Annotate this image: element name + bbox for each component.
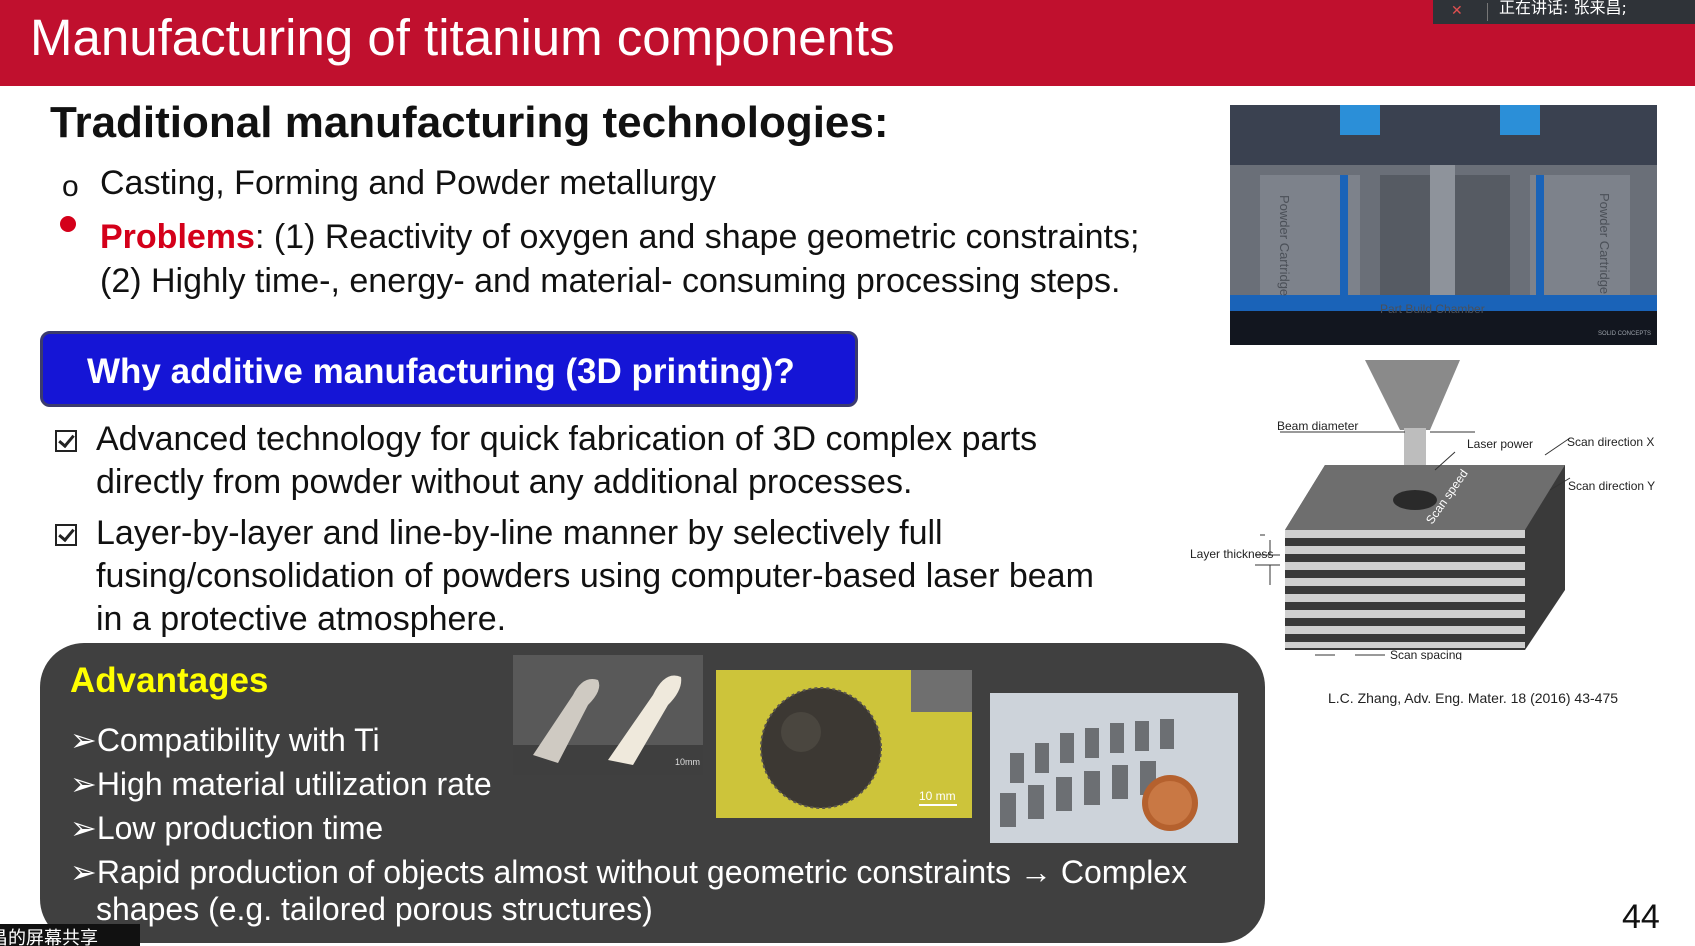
why-am-box: Why additive manufacturing (3D printing)… <box>40 331 858 407</box>
speaker-text: 正在讲话: 张来昌; <box>1499 0 1627 17</box>
bone-implant-photo: 10mm <box>513 655 703 775</box>
hollow-bullet-icon: o <box>62 170 79 203</box>
label-scan-direction-x: Scan direction X <box>1567 435 1654 449</box>
check-2-line-1: Layer-by-layer and line-by-line manner b… <box>96 514 943 552</box>
label-beam-diameter: Beam diameter <box>1277 419 1358 433</box>
why-am-label: Why additive manufacturing (3D printing)… <box>87 352 795 391</box>
printer-chamber-image: Powder Cartridge Powder Cartridge Part B… <box>1230 105 1657 345</box>
check-1-line-1: Advanced technology for quick fabricatio… <box>96 420 1038 458</box>
slide-title: Manufacturing of titanium components <box>30 9 895 66</box>
advantage-item: ➢High material utilization rate <box>70 766 492 802</box>
label-layer-thickness: Layer thickness <box>1190 547 1273 561</box>
printer-label-powder-left: Powder Cartridge <box>1277 195 1292 296</box>
check-2-line-3: in a protective atmosphere. <box>96 600 507 638</box>
advantages-heading: Advantages <box>70 661 269 700</box>
bone-scale-label: 10mm <box>675 757 700 767</box>
citation: L.C. Zhang, Adv. Eng. Mater. 18 (2016) 4… <box>1328 690 1619 706</box>
printer-label-powder-right: Powder Cartridge <box>1597 193 1612 294</box>
speaker-indicator: ✕ 正在讲话: 张来昌; <box>1433 0 1695 24</box>
printer-label-brand: SOLID CONCEPTS <box>1598 331 1651 337</box>
advantage-item: ➢Low production time <box>70 810 384 846</box>
check-1-line-2: directly from powder without any additio… <box>96 463 913 501</box>
screen-share-text: 昌的屏幕共享 <box>0 928 98 946</box>
problems-text-1: : (1) Reactivity of oxygen and shape geo… <box>254 218 1140 256</box>
label-scan-spacing: Scan spacing <box>1390 648 1462 660</box>
slide-title-bar: Manufacturing of titanium components <box>0 0 1695 86</box>
page-number: 44 <box>1622 898 1660 936</box>
muted-mic-icon: ✕ <box>1451 2 1463 18</box>
sphere-scale-label: 10 mm <box>919 789 956 803</box>
advantage-item: ➢Rapid production of objects almost with… <box>70 854 1188 890</box>
red-bullet-icon <box>60 216 76 232</box>
checkbox-icon <box>55 524 77 546</box>
traditional-heading: Traditional manufacturing technologies: <box>50 98 889 147</box>
printer-label-chamber: Part Build Chamber <box>1380 302 1485 316</box>
printer-illustration: Powder Cartridge Powder Cartridge Part B… <box>1230 105 1657 345</box>
lattice-parts-photo <box>990 693 1238 843</box>
problems-line-1: Problems: (1) Reactivity of oxygen and s… <box>100 218 1139 257</box>
label-scan-direction-y: Scan direction Y <box>1568 479 1655 493</box>
advantages-panel: Advantages ➢Compatibility with Ti ➢High … <box>40 643 1265 943</box>
porous-sphere-photo: 10 mm <box>716 670 972 818</box>
laser-nozzle <box>1365 360 1460 430</box>
advantage-item: ➢Compatibility with Ti <box>70 722 380 758</box>
checkbox-icon <box>55 430 77 452</box>
screen-share-indicator: 昌的屏幕共享 <box>0 924 140 946</box>
traditional-bullet-1: Casting, Forming and Powder metallurgy <box>100 164 717 202</box>
problems-label: Problems <box>100 218 255 256</box>
slm-process-diagram: Beam diameter Laser power Scan direction… <box>1190 360 1655 660</box>
problems-line-2: (2) Highly time-, energy- and material- … <box>100 262 1121 300</box>
label-laser-power: Laser power <box>1467 437 1533 451</box>
divider <box>1487 3 1488 21</box>
check-2-line-2: fusing/consolidation of powders using co… <box>96 557 1094 595</box>
layer-stripes <box>1285 530 1525 648</box>
advantage-item: shapes (e.g. tailored porous structures) <box>96 891 653 927</box>
